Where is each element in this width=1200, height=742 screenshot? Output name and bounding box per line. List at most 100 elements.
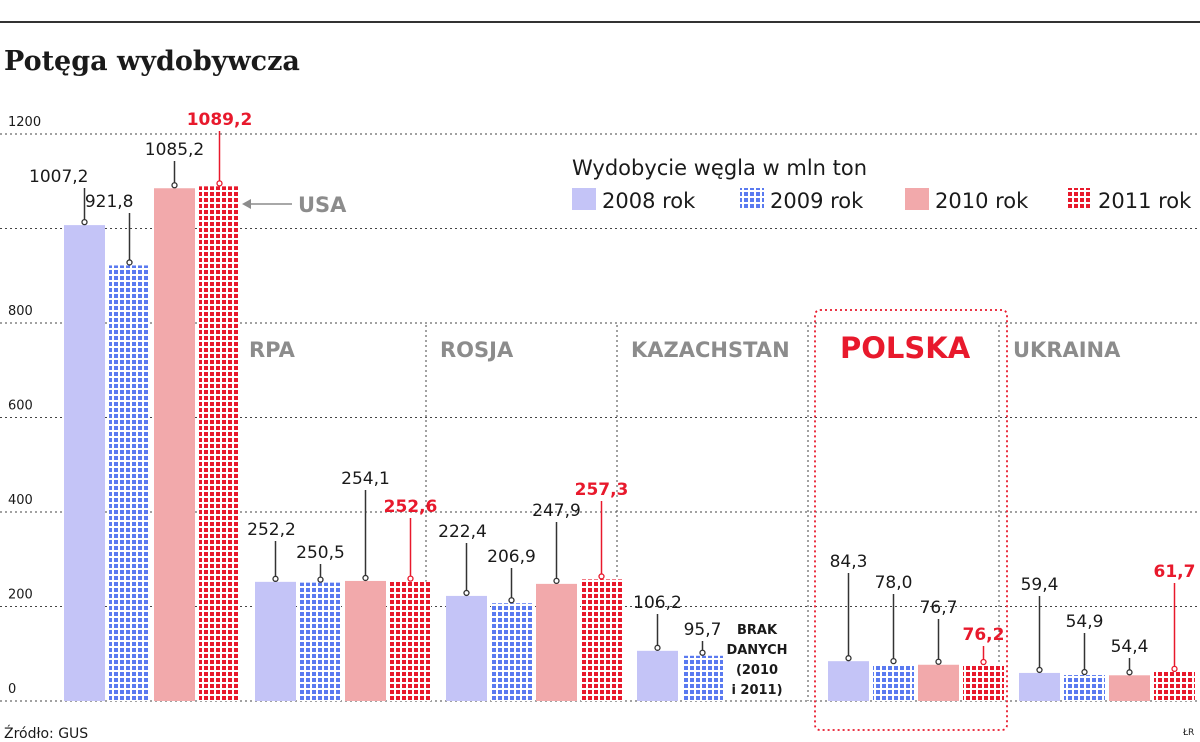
y-tick-label: 400 bbox=[8, 493, 33, 508]
bar-usa-3 bbox=[199, 186, 240, 701]
bar-kazachstan-0 bbox=[637, 650, 678, 701]
leader-dot bbox=[317, 576, 324, 583]
note-line: BRAK bbox=[737, 623, 778, 638]
leader-dot bbox=[654, 644, 661, 651]
value-label: 54,4 bbox=[1111, 637, 1149, 657]
y-tick-label: 800 bbox=[8, 304, 33, 319]
legend-swatch-0 bbox=[572, 188, 596, 210]
legend: Wydobycie węgla w mln ton 2008 rok 2009 r… bbox=[572, 156, 1192, 213]
usa-label: USA bbox=[298, 193, 347, 217]
legend-swatch-3 bbox=[1068, 188, 1092, 210]
y-tick-label: 200 bbox=[8, 588, 33, 603]
usa-callout: USA bbox=[242, 193, 347, 217]
bars bbox=[64, 186, 1195, 702]
value-label: 61,7 bbox=[1154, 562, 1196, 582]
value-label: 78,0 bbox=[875, 573, 913, 593]
bar-rpa-2 bbox=[345, 580, 386, 701]
bar-polska-3 bbox=[963, 664, 1004, 701]
value-label: 1089,2 bbox=[187, 110, 253, 130]
leader-dot bbox=[1126, 669, 1133, 676]
leader-dot bbox=[980, 658, 987, 666]
value-label: 921,8 bbox=[85, 192, 134, 212]
leader-dot bbox=[216, 180, 223, 187]
value-label: 252,2 bbox=[247, 520, 296, 540]
leader-dot bbox=[463, 589, 470, 597]
bar-polska-0 bbox=[828, 661, 869, 701]
leader-dot bbox=[81, 218, 88, 226]
leader-dot bbox=[1081, 668, 1088, 676]
value-label: 84,3 bbox=[830, 552, 868, 572]
value-label: 1085,2 bbox=[145, 140, 204, 160]
value-label: 257,3 bbox=[575, 480, 629, 500]
y-tick-label: 600 bbox=[8, 399, 33, 414]
legend-label-0: 2008 rok bbox=[602, 189, 696, 213]
bar-polska-1 bbox=[873, 664, 914, 701]
bar-ukraina-2 bbox=[1109, 675, 1150, 701]
legend-swatch-1 bbox=[740, 188, 764, 210]
leader-dot bbox=[598, 573, 605, 580]
value-label: 106,2 bbox=[633, 593, 682, 613]
group-label-polska: POLSKA bbox=[840, 331, 971, 365]
group-label-ukraina: UKRAINA bbox=[1013, 338, 1121, 362]
leader-dot bbox=[272, 575, 279, 582]
legend-label-1: 2009 rok bbox=[770, 189, 864, 213]
bar-usa-1 bbox=[109, 265, 150, 701]
y-axis-ticks: 0 200 400 600 800 1200 bbox=[8, 115, 41, 697]
bar-rosja-2 bbox=[536, 583, 577, 701]
leader-dot bbox=[935, 658, 942, 665]
legend-swatch-2 bbox=[905, 188, 929, 210]
bar-rpa-1 bbox=[300, 582, 341, 701]
note-line: i 2011) bbox=[731, 683, 782, 698]
value-label: 252,6 bbox=[384, 497, 438, 517]
value-label: 59,4 bbox=[1021, 575, 1059, 595]
value-label: 250,5 bbox=[296, 543, 345, 563]
bar-usa-0 bbox=[64, 225, 105, 701]
value-label: 54,9 bbox=[1066, 612, 1104, 632]
bar-kazachstan-1 bbox=[682, 655, 723, 701]
bar-ukraina-0 bbox=[1019, 672, 1060, 701]
leader-dot bbox=[845, 655, 852, 662]
legend-title: Wydobycie węgla w mln ton bbox=[572, 156, 867, 180]
y-tick-label: 1200 bbox=[8, 115, 41, 130]
bar-ukraina-3 bbox=[1154, 671, 1195, 701]
group-labels: RPA ROSJA KAZACHSTAN POLSKA UKRAINA bbox=[249, 331, 1121, 365]
leader-dot bbox=[699, 649, 706, 656]
value-label: 95,7 bbox=[684, 620, 722, 640]
leader-dot bbox=[890, 657, 897, 665]
bar-rosja-0 bbox=[446, 595, 487, 701]
leader-dot bbox=[553, 577, 560, 585]
legend-label-3: 2011 rok bbox=[1098, 189, 1192, 213]
kazakhstan-missing-data-note: BRAK DANYCH (2010 i 2011) bbox=[726, 623, 787, 698]
bar-rpa-3 bbox=[390, 581, 431, 701]
value-label: 254,1 bbox=[341, 469, 390, 489]
leader-dot bbox=[1171, 665, 1178, 672]
value-label: 222,4 bbox=[438, 522, 487, 542]
y-tick-label: 0 bbox=[8, 682, 16, 697]
chart-title: Potęga wydobywcza bbox=[4, 46, 300, 77]
group-label-rosja: ROSJA bbox=[440, 338, 514, 362]
bar-usa-2 bbox=[154, 188, 195, 702]
note-line: DANYCH bbox=[726, 643, 787, 658]
bar-rpa-0 bbox=[255, 581, 296, 701]
highlight-frame bbox=[814, 309, 1008, 731]
leader-dot bbox=[508, 597, 515, 604]
bar-polska-2 bbox=[918, 664, 959, 701]
value-label: 247,9 bbox=[532, 501, 581, 521]
note-line: (2010 bbox=[736, 663, 778, 678]
group-label-kazachstan: KAZACHSTAN bbox=[631, 338, 790, 362]
leader-dot bbox=[407, 575, 414, 582]
bar-rosja-3 bbox=[581, 579, 622, 701]
credit: ŁR bbox=[1182, 728, 1194, 738]
leader-dot bbox=[171, 182, 178, 189]
usa-arrow-head bbox=[242, 199, 251, 209]
bar-ukraina-1 bbox=[1064, 675, 1105, 701]
value-label: 1007,2 bbox=[29, 167, 88, 187]
leader-dot bbox=[362, 574, 369, 582]
value-label: 76,7 bbox=[920, 598, 958, 618]
source-note: Źródło: GUS bbox=[4, 724, 88, 742]
bar-rosja-1 bbox=[491, 603, 532, 701]
value-label: 206,9 bbox=[487, 547, 536, 567]
group-label-rpa: RPA bbox=[249, 338, 296, 362]
